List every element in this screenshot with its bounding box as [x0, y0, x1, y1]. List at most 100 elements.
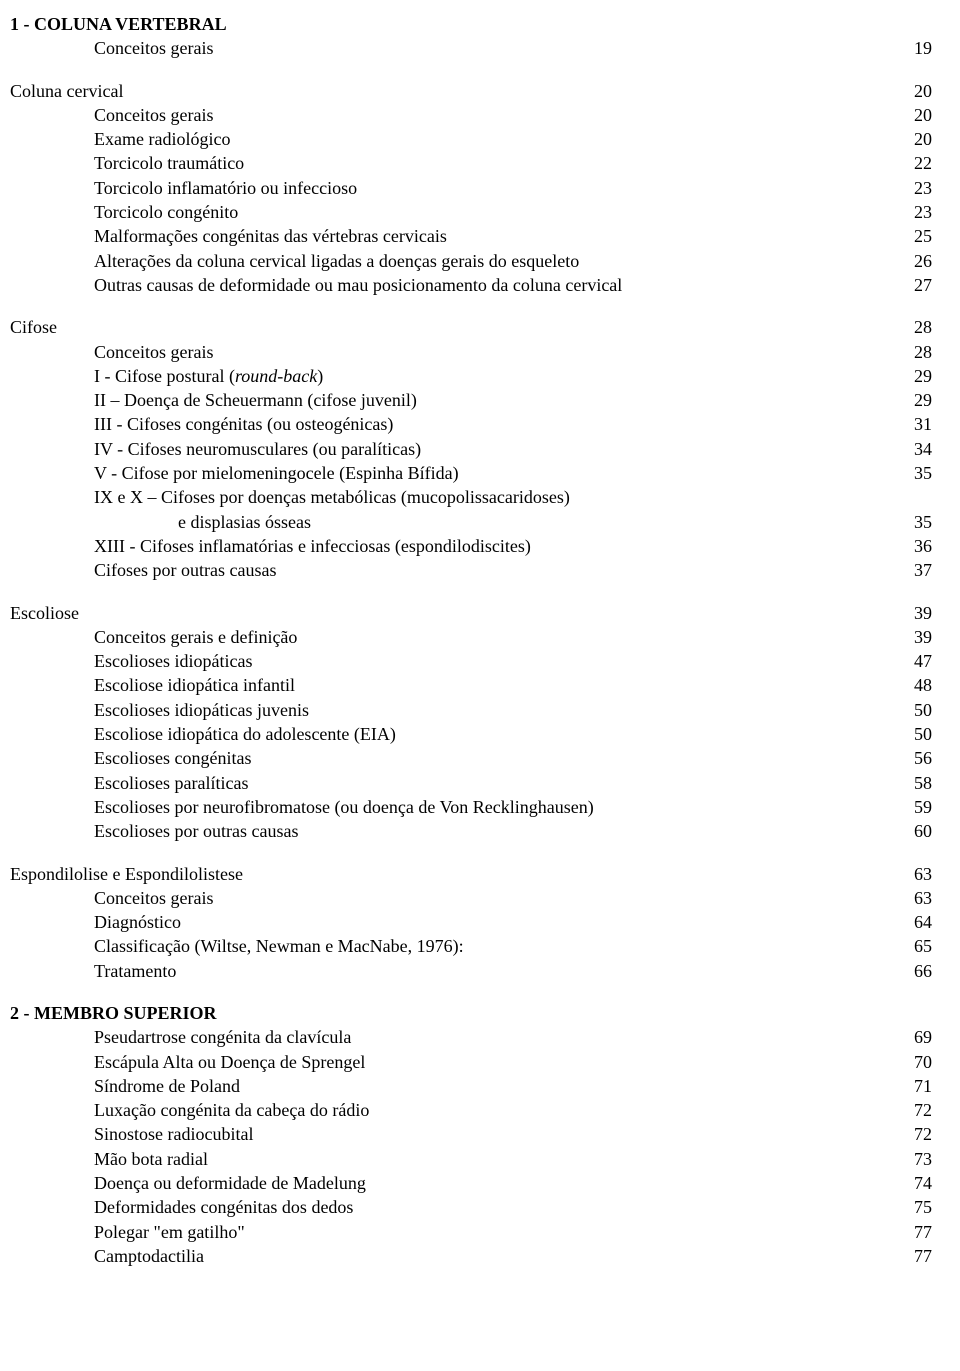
- toc-entry: Escolioses por neurofibromatose (ou doen…: [10, 795, 932, 819]
- toc-entry-page: 35: [902, 510, 932, 534]
- toc-entry: Doença ou deformidade de Madelung74: [10, 1171, 932, 1195]
- toc-entry-page: 63: [902, 886, 932, 910]
- toc-entry-label: Exame radiológico: [10, 127, 902, 151]
- toc-entry: Conceitos gerais63: [10, 886, 932, 910]
- toc-entry-label: Luxação congénita da cabeça do rádio: [10, 1098, 902, 1122]
- toc-entry-page: 77: [902, 1220, 932, 1244]
- toc-entry-page: 59: [902, 795, 932, 819]
- toc-entry-label: IV - Cifoses neuromusculares (ou paralít…: [10, 437, 902, 461]
- toc-entry: Coluna cervical20: [10, 79, 932, 103]
- toc-entry: I - Cifose postural (round-back)29: [10, 364, 932, 388]
- toc-entry-page: 26: [902, 249, 932, 273]
- toc-entry-label: Deformidades congénitas dos dedos: [10, 1195, 902, 1219]
- toc-entry-label: Escolioses por outras causas: [10, 819, 902, 843]
- toc-entry-page: 20: [902, 103, 932, 127]
- toc-entry-label: Cifoses por outras causas: [10, 558, 902, 582]
- toc-entry-label: Outras causas de deformidade ou mau posi…: [10, 273, 902, 297]
- toc-entry: Classificação (Wiltse, Newman e MacNabe,…: [10, 934, 932, 958]
- toc-entry-page: 23: [902, 176, 932, 200]
- toc-entry-label: Cifose: [10, 315, 902, 339]
- toc-entry: Torcicolo congénito23: [10, 200, 932, 224]
- toc-entry: Mão bota radial73: [10, 1147, 932, 1171]
- toc-entry-label: Mão bota radial: [10, 1147, 902, 1171]
- toc-entry-page: 28: [902, 340, 932, 364]
- toc-entry-label: Escolioses idiopáticas juvenis: [10, 698, 902, 722]
- toc-entry: Sinostose radiocubital72: [10, 1122, 932, 1146]
- toc-entry-label: Torcicolo congénito: [10, 200, 902, 224]
- toc-entry: Escoliose idiopática do adolescente (EIA…: [10, 722, 932, 746]
- toc-entry: Escoliose39: [10, 601, 932, 625]
- toc-entry-label: Polegar "em gatilho": [10, 1220, 902, 1244]
- toc-entry-label: Escoliose idiopática infantil: [10, 673, 902, 697]
- toc-entry-page: 58: [902, 771, 932, 795]
- toc-entry-page: 71: [902, 1074, 932, 1098]
- toc-entry-label: XIII - Cifoses inflamatórias e infeccios…: [10, 534, 902, 558]
- toc-entry-label: 2 - MEMBRO SUPERIOR: [10, 1001, 902, 1025]
- toc-entry-label: V - Cifose por mielomeningocele (Espinha…: [10, 461, 902, 485]
- toc-entry-page: 50: [902, 698, 932, 722]
- toc-entry-page: 29: [902, 388, 932, 412]
- toc-entry: Camptodactilia77: [10, 1244, 932, 1268]
- toc-entry: Conceitos gerais e definição39: [10, 625, 932, 649]
- toc-entry-page: 47: [902, 649, 932, 673]
- toc-entry-page: 34: [902, 437, 932, 461]
- toc-entry-label: Malformações congénitas das vértebras ce…: [10, 224, 902, 248]
- toc-entry-label: IX e X – Cifoses por doenças metabólicas…: [10, 485, 902, 509]
- toc-entry: Escolioses paralíticas58: [10, 771, 932, 795]
- toc-entry: Escolioses idiopáticas47: [10, 649, 932, 673]
- toc-entry-label: Torcicolo inflamatório ou infeccioso: [10, 176, 902, 200]
- toc-entry-label: Camptodactilia: [10, 1244, 902, 1268]
- toc-entry: III - Cifoses congénitas (ou osteogénica…: [10, 412, 932, 436]
- toc-entry-page: 39: [902, 601, 932, 625]
- toc-entry-page: 72: [902, 1098, 932, 1122]
- toc-entry-page: 63: [902, 862, 932, 886]
- toc-entry: Conceitos gerais20: [10, 103, 932, 127]
- toc-entry: Escápula Alta ou Doença de Sprengel70: [10, 1050, 932, 1074]
- toc-entry-page: 66: [902, 959, 932, 983]
- toc-entry-page: 28: [902, 315, 932, 339]
- toc-entry: Malformações congénitas das vértebras ce…: [10, 224, 932, 248]
- toc-entry: Escolioses por outras causas60: [10, 819, 932, 843]
- toc-entry: Tratamento66: [10, 959, 932, 983]
- toc-entry: V - Cifose por mielomeningocele (Espinha…: [10, 461, 932, 485]
- toc-entry-page: 77: [902, 1244, 932, 1268]
- toc-entry: Pseudartrose congénita da clavícula69: [10, 1025, 932, 1049]
- section-gap: [10, 583, 932, 601]
- toc-entry-label: Tratamento: [10, 959, 902, 983]
- toc-entry: Cifose28: [10, 315, 932, 339]
- toc-entry-label: Escoliose idiopática do adolescente (EIA…: [10, 722, 902, 746]
- toc-entry: Luxação congénita da cabeça do rádio72: [10, 1098, 932, 1122]
- toc-entry: 1 - COLUNA VERTEBRAL: [10, 12, 932, 36]
- toc-entry-page: 19: [902, 36, 932, 60]
- toc-entry-page: 72: [902, 1122, 932, 1146]
- toc-entry-page: 75: [902, 1195, 932, 1219]
- toc-entry-page: 35: [902, 461, 932, 485]
- toc-entry-label: Escoliose: [10, 601, 902, 625]
- toc-entry-label: I - Cifose postural (round-back): [10, 364, 902, 388]
- toc-entry-label: Conceitos gerais: [10, 340, 902, 364]
- toc-entry-label: Doença ou deformidade de Madelung: [10, 1171, 902, 1195]
- toc-entry: Conceitos gerais19: [10, 36, 932, 60]
- toc-entry: 2 - MEMBRO SUPERIOR: [10, 1001, 932, 1025]
- toc-entry: Conceitos gerais28: [10, 340, 932, 364]
- toc-page: 1 - COLUNA VERTEBRALConceitos gerais19Co…: [0, 0, 960, 1280]
- toc-entry-page: 20: [902, 127, 932, 151]
- toc-entry-page: 37: [902, 558, 932, 582]
- toc-entry: Escolioses congénitas56: [10, 746, 932, 770]
- toc-entry-label: Escolioses por neurofibromatose (ou doen…: [10, 795, 902, 819]
- toc-entry: Diagnóstico64: [10, 910, 932, 934]
- toc-entry-page: 23: [902, 200, 932, 224]
- toc-entry-label: Classificação (Wiltse, Newman e MacNabe,…: [10, 934, 902, 958]
- toc-entry-page: 60: [902, 819, 932, 843]
- toc-entry: Deformidades congénitas dos dedos75: [10, 1195, 932, 1219]
- toc-entry-label: Coluna cervical: [10, 79, 902, 103]
- toc-entry-page: 20: [902, 79, 932, 103]
- toc-entry-page: 39: [902, 625, 932, 649]
- toc-entry-label: Conceitos gerais: [10, 36, 902, 60]
- toc-entry: Escoliose idiopática infantil48: [10, 673, 932, 697]
- toc-entry-page: 48: [902, 673, 932, 697]
- toc-entry: Outras causas de deformidade ou mau posi…: [10, 273, 932, 297]
- toc-entry-label: Escolioses congénitas: [10, 746, 902, 770]
- toc-entry-label: Sinostose radiocubital: [10, 1122, 902, 1146]
- toc-entry-page: 36: [902, 534, 932, 558]
